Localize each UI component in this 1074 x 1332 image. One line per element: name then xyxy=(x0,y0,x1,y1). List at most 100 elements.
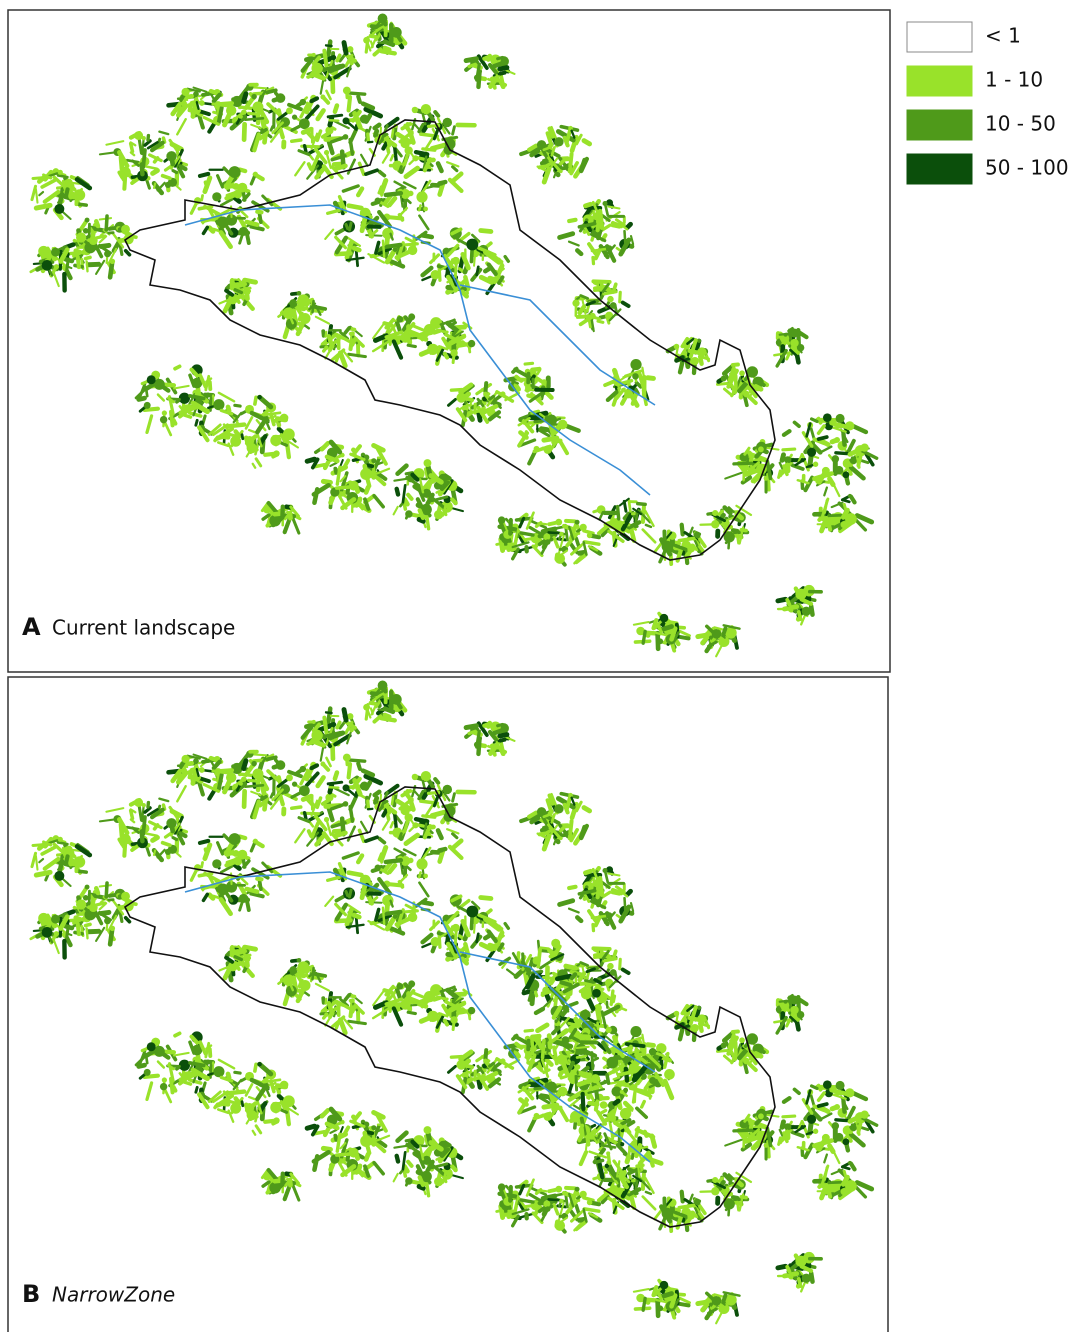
habitat-patch xyxy=(842,1138,849,1145)
habitat-patch xyxy=(544,815,548,817)
habitat-patch xyxy=(408,495,411,499)
habitat-patch xyxy=(570,821,572,838)
habitat-patch xyxy=(559,1199,563,1203)
habitat-patch xyxy=(68,934,72,935)
habitat-patch xyxy=(532,1036,539,1037)
habitat-patch xyxy=(787,1267,789,1272)
habitat-patch xyxy=(513,1036,517,1039)
habitat-patch xyxy=(348,827,354,841)
habitat-patch xyxy=(396,316,403,323)
habitat-patch xyxy=(255,397,256,404)
habitat-patch xyxy=(583,1094,584,1109)
habitat-patch xyxy=(450,349,457,356)
habitat-patch xyxy=(587,533,593,539)
habitat-patch xyxy=(627,1157,629,1162)
habitat-patch xyxy=(823,1080,832,1089)
habitat-patch xyxy=(267,90,275,92)
habitat-patch xyxy=(723,628,725,634)
habitat-patch xyxy=(175,366,180,368)
habitat-patch xyxy=(226,105,236,115)
habitat-patch xyxy=(637,1108,646,1117)
habitat-patch xyxy=(356,251,357,266)
habitat-patch xyxy=(756,387,761,390)
habitat-patch xyxy=(286,774,293,781)
habitat-patch xyxy=(455,931,456,946)
habitat-patch xyxy=(427,517,429,529)
habitat-patch xyxy=(408,1012,415,1013)
habitat-patch xyxy=(360,782,369,791)
habitat-patch xyxy=(711,520,719,528)
habitat-patch xyxy=(560,1108,567,1120)
habitat-patch xyxy=(337,1154,353,1155)
habitat-patch xyxy=(700,1024,701,1031)
habitat-patch xyxy=(335,772,337,778)
habitat-patch xyxy=(490,278,499,281)
habitat-patch xyxy=(362,219,365,231)
habitat-patch xyxy=(836,1120,847,1121)
habitat-patch xyxy=(325,897,333,906)
habitat-patch xyxy=(227,953,230,956)
habitat-patch xyxy=(371,703,376,704)
habitat-patch xyxy=(343,87,351,95)
habitat-patch xyxy=(530,528,540,534)
habitat-patch xyxy=(380,839,385,843)
habitat-patch xyxy=(780,1000,791,1001)
habitat-patch xyxy=(811,606,812,615)
habitat-patch xyxy=(358,764,360,769)
habitat-patch xyxy=(524,432,526,439)
habitat-patch xyxy=(121,892,130,901)
habitat-patch xyxy=(196,1087,197,1092)
habitat-patch xyxy=(648,1045,654,1046)
habitat-patch xyxy=(335,1136,336,1140)
habitat-patch xyxy=(349,1021,366,1023)
habitat-patch xyxy=(374,49,380,54)
habitat-patch xyxy=(326,712,332,713)
habitat-patch xyxy=(126,918,130,922)
habitat-patch xyxy=(279,314,282,316)
habitat-patch xyxy=(52,256,58,262)
habitat-patch xyxy=(421,104,431,114)
habitat-patch xyxy=(153,838,158,841)
habitat-patch xyxy=(356,918,357,933)
habitat-patch xyxy=(630,1026,641,1037)
habitat-patch xyxy=(576,1205,578,1212)
habitat-patch xyxy=(217,216,229,228)
habitat-patch xyxy=(349,354,366,356)
habitat-patch xyxy=(743,391,750,398)
habitat-patch xyxy=(398,1133,407,1141)
habitat-patch xyxy=(531,424,534,427)
habitat-patch xyxy=(350,760,365,761)
habitat-patch xyxy=(68,267,72,268)
habitat-patch xyxy=(246,1084,252,1095)
habitat-patch xyxy=(841,521,848,528)
habitat-patch xyxy=(453,834,457,838)
habitat-patch xyxy=(830,479,833,485)
habitat-patch xyxy=(287,441,289,458)
habitat-patch xyxy=(743,1058,750,1065)
habitat-patch xyxy=(186,763,192,764)
habitat-patch xyxy=(664,1294,671,1296)
habitat-patch xyxy=(162,1077,167,1082)
habitat-patch xyxy=(121,174,123,179)
habitat-patch xyxy=(323,1148,330,1149)
habitat-patch xyxy=(585,871,590,873)
habitat-patch xyxy=(366,38,368,52)
habitat-patch xyxy=(303,796,311,799)
habitat-patch xyxy=(154,850,155,855)
habitat-patch xyxy=(593,924,594,930)
habitat-patch xyxy=(289,299,297,307)
habitat-patch xyxy=(595,1160,603,1162)
habitat-patch xyxy=(229,166,241,178)
habitat-patch xyxy=(416,158,424,160)
habitat-patch xyxy=(104,917,111,924)
habitat-patch xyxy=(532,995,533,1003)
habitat-patch xyxy=(361,822,367,833)
habitat-patch xyxy=(525,363,532,364)
habitat-patch xyxy=(536,1009,543,1013)
habitat-patch xyxy=(702,357,709,359)
habitat-patch xyxy=(463,921,469,935)
habitat-patch xyxy=(348,160,354,174)
habitat-patch xyxy=(412,107,418,113)
habitat-patch xyxy=(592,989,601,998)
habitat-patch xyxy=(227,286,230,289)
